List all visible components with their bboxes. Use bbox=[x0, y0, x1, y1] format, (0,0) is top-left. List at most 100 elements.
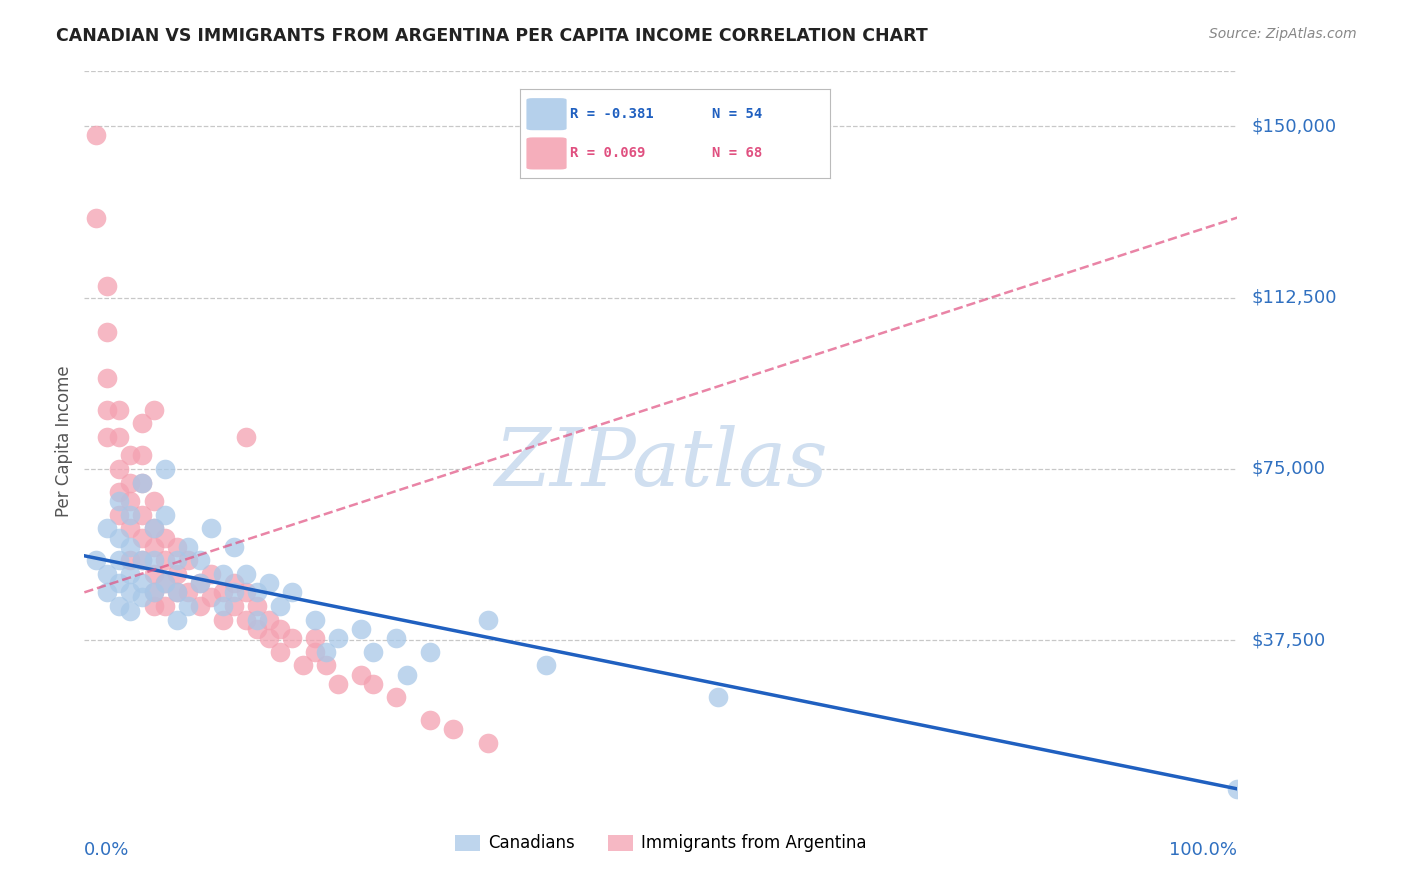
Point bbox=[131, 553, 153, 567]
Point bbox=[419, 645, 441, 659]
Point bbox=[96, 567, 118, 582]
Point bbox=[131, 531, 153, 545]
Point bbox=[257, 631, 280, 645]
Point bbox=[246, 585, 269, 599]
Point bbox=[142, 553, 165, 567]
FancyBboxPatch shape bbox=[526, 137, 567, 169]
Point bbox=[166, 553, 188, 567]
Point bbox=[108, 531, 131, 545]
Point bbox=[1226, 781, 1249, 796]
Point bbox=[534, 658, 557, 673]
Point bbox=[108, 402, 131, 417]
Point bbox=[246, 613, 269, 627]
Point bbox=[326, 677, 349, 691]
Point bbox=[131, 417, 153, 431]
Point bbox=[177, 585, 200, 599]
Point bbox=[142, 599, 165, 613]
Point bbox=[200, 521, 222, 535]
Point bbox=[188, 599, 211, 613]
Point bbox=[142, 585, 165, 599]
Point bbox=[108, 599, 131, 613]
Point bbox=[224, 585, 246, 599]
Point bbox=[211, 585, 233, 599]
Point bbox=[120, 508, 142, 522]
Point bbox=[350, 622, 373, 636]
Point bbox=[84, 128, 107, 143]
Point bbox=[96, 585, 118, 599]
Point bbox=[224, 540, 246, 554]
Point bbox=[96, 325, 118, 339]
Point bbox=[177, 599, 200, 613]
Point bbox=[108, 576, 131, 591]
Point bbox=[153, 576, 176, 591]
Point bbox=[200, 567, 222, 582]
Point bbox=[257, 576, 280, 591]
Point bbox=[84, 211, 107, 225]
Point bbox=[120, 475, 142, 490]
Point bbox=[96, 430, 118, 444]
Point bbox=[477, 736, 499, 750]
Text: $150,000: $150,000 bbox=[1251, 117, 1336, 136]
Point bbox=[153, 576, 176, 591]
Point bbox=[120, 567, 142, 582]
Point bbox=[211, 613, 233, 627]
Text: Source: ZipAtlas.com: Source: ZipAtlas.com bbox=[1209, 27, 1357, 41]
Text: 100.0%: 100.0% bbox=[1170, 841, 1237, 859]
Point bbox=[304, 631, 326, 645]
Point bbox=[235, 613, 257, 627]
Point bbox=[131, 475, 153, 490]
Text: $112,500: $112,500 bbox=[1251, 289, 1337, 307]
Point bbox=[142, 521, 165, 535]
Point bbox=[96, 521, 118, 535]
Point bbox=[361, 645, 384, 659]
Point bbox=[326, 631, 349, 645]
Point bbox=[153, 508, 176, 522]
Point bbox=[120, 521, 142, 535]
Legend: Canadians, Immigrants from Argentina: Canadians, Immigrants from Argentina bbox=[449, 828, 873, 859]
Point bbox=[315, 658, 337, 673]
Point bbox=[188, 576, 211, 591]
Point bbox=[235, 567, 257, 582]
Point bbox=[120, 448, 142, 462]
Point bbox=[131, 475, 153, 490]
Y-axis label: Per Capita Income: Per Capita Income bbox=[55, 366, 73, 517]
Point bbox=[211, 599, 233, 613]
Point bbox=[235, 585, 257, 599]
Point bbox=[177, 553, 200, 567]
Point bbox=[211, 567, 233, 582]
Point bbox=[120, 553, 142, 567]
Point bbox=[419, 714, 441, 728]
Text: $75,000: $75,000 bbox=[1251, 460, 1324, 478]
Point bbox=[120, 494, 142, 508]
Point bbox=[235, 430, 257, 444]
Point bbox=[257, 613, 280, 627]
Point bbox=[153, 599, 176, 613]
Point bbox=[108, 553, 131, 567]
Point bbox=[200, 590, 222, 604]
Point bbox=[292, 658, 315, 673]
Point bbox=[142, 402, 165, 417]
Point bbox=[224, 599, 246, 613]
Point bbox=[153, 531, 176, 545]
Point bbox=[315, 645, 337, 659]
Point bbox=[224, 576, 246, 591]
Point bbox=[246, 622, 269, 636]
Point bbox=[269, 599, 291, 613]
Point bbox=[166, 613, 188, 627]
Point bbox=[131, 590, 153, 604]
FancyBboxPatch shape bbox=[526, 98, 567, 130]
Text: N = 54: N = 54 bbox=[711, 107, 762, 121]
Point bbox=[142, 585, 165, 599]
Point bbox=[153, 553, 176, 567]
Point bbox=[142, 521, 165, 535]
Point bbox=[131, 508, 153, 522]
Point bbox=[142, 494, 165, 508]
Point bbox=[108, 508, 131, 522]
Point bbox=[108, 494, 131, 508]
Point bbox=[131, 576, 153, 591]
Point bbox=[177, 540, 200, 554]
Text: R = 0.069: R = 0.069 bbox=[569, 146, 645, 161]
Point bbox=[281, 585, 304, 599]
Point bbox=[131, 448, 153, 462]
Point bbox=[281, 631, 304, 645]
